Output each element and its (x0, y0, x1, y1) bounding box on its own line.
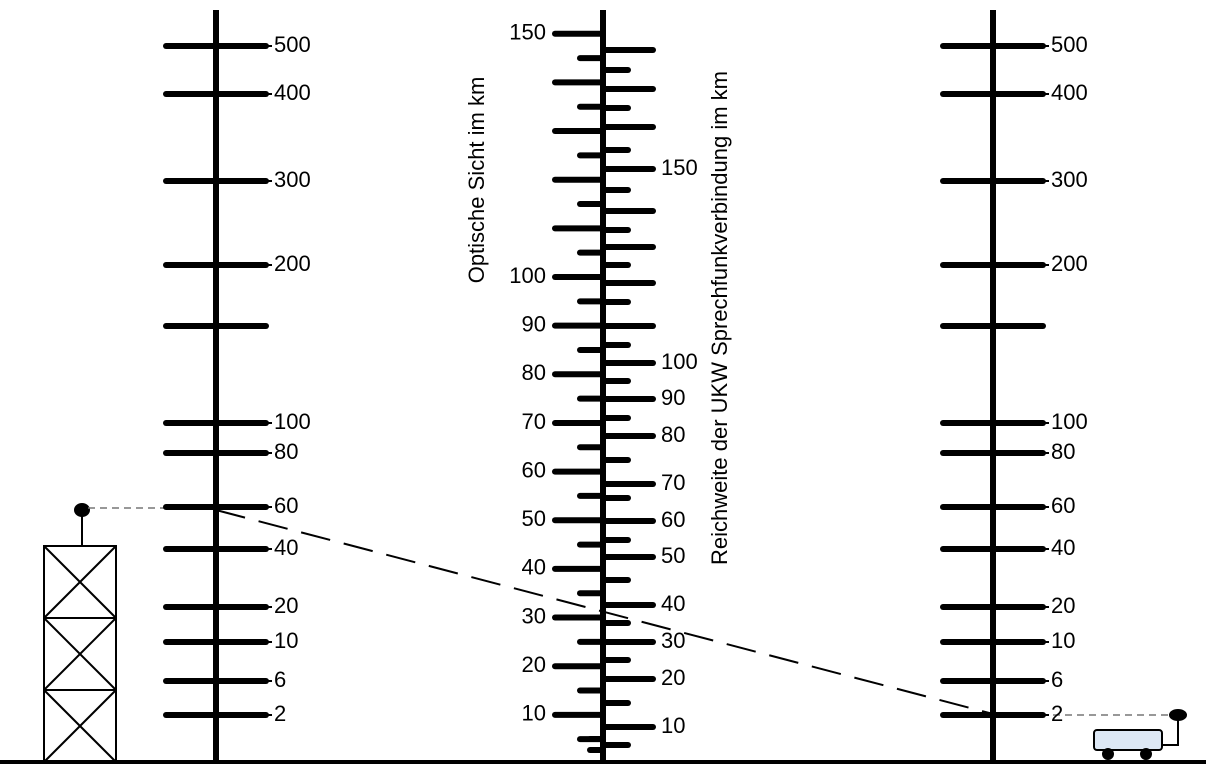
scale-label: 500 (274, 32, 311, 57)
scale-label: 60 (1051, 493, 1075, 518)
scale-label: 60 (522, 457, 546, 482)
scale-label: 10 (1051, 628, 1075, 653)
scale-label: 50 (661, 543, 685, 568)
scale-label: 90 (522, 311, 546, 336)
scale-label: 30 (661, 628, 685, 653)
scale-label: 300 (1051, 167, 1088, 192)
scale-label: 10 (522, 701, 546, 726)
scale-label: 6 (274, 667, 286, 692)
scale-label: 200 (1051, 251, 1088, 276)
scale-label: 150 (661, 155, 698, 180)
optical-title: Optische Sicht im km (464, 77, 489, 284)
scale-label: 40 (661, 591, 685, 616)
scale-label: 100 (509, 263, 546, 288)
scale-label: 80 (274, 439, 298, 464)
scale-label: 400 (1051, 80, 1088, 105)
scale-label: 2 (1051, 701, 1063, 726)
scale-label: 50 (522, 506, 546, 531)
scale-label: 80 (522, 360, 546, 385)
scale-label: 80 (661, 422, 685, 447)
scale-label: 20 (1051, 593, 1075, 618)
scale-label: 80 (1051, 439, 1075, 464)
scale-label: 60 (661, 507, 685, 532)
scale-label: 20 (274, 593, 298, 618)
scale-label: 40 (522, 555, 546, 580)
scale-label: 40 (1051, 535, 1075, 560)
scale-label: 10 (661, 713, 685, 738)
scale-label: 40 (274, 535, 298, 560)
scale-label: 200 (274, 251, 311, 276)
scale-label: 10 (274, 628, 298, 653)
scale-label: 2 (274, 701, 286, 726)
scale-label: 100 (661, 349, 698, 374)
scale-label: 60 (274, 493, 298, 518)
scale-label: 70 (661, 470, 685, 495)
scale-label: 20 (661, 665, 685, 690)
radio-title: Reichweite der UKW Sprechfunkverbindung … (707, 71, 732, 565)
scale-label: 70 (522, 409, 546, 434)
scale-label: 100 (1051, 409, 1088, 434)
tower (43, 503, 117, 764)
scale-label: 90 (661, 385, 685, 410)
scale-label: 300 (274, 167, 311, 192)
scale-label: 150 (509, 20, 546, 45)
scale-label: 500 (1051, 32, 1088, 57)
scale-label: 6 (1051, 667, 1063, 692)
reading-line (215, 509, 994, 715)
scale-label: 30 (522, 603, 546, 628)
scale-label: 20 (522, 652, 546, 677)
scale-label: 100 (274, 409, 311, 434)
vehicle (1093, 709, 1187, 760)
scale-label: 400 (274, 80, 311, 105)
